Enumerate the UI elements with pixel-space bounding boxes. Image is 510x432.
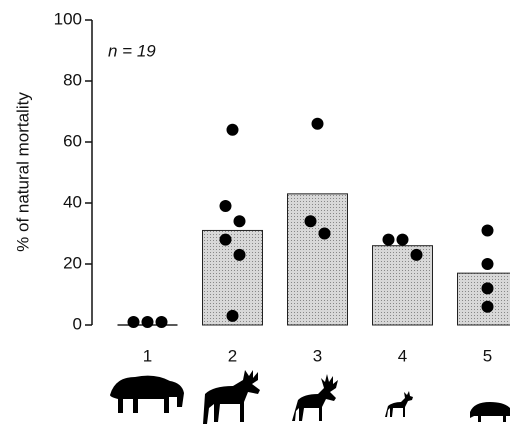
x-tick-label: 4 [398,346,407,365]
x-tick-label: 2 [228,346,237,365]
data-point [156,316,168,328]
bar [373,246,433,325]
y-tick-label: 100 [54,9,82,28]
y-tick-label: 60 [63,131,82,150]
data-point [319,228,331,240]
data-point [482,301,494,313]
data-point [220,200,232,212]
x-tick-label: 1 [143,346,152,365]
chart: % of natural mortality n = 19 0 20 40 60 80 1… [0,0,510,432]
data-point [142,316,154,328]
data-point [220,234,232,246]
annotation: n = 19 [108,41,156,60]
data-point [397,234,409,246]
data-point [305,215,317,227]
data-point [227,124,239,136]
data-point [482,282,494,294]
bar [288,194,348,325]
data-point [312,118,324,130]
data-point [383,234,395,246]
bar [458,273,510,325]
data-point [128,316,140,328]
animal-icons [110,370,510,424]
data-point [482,258,494,270]
data-point [234,215,246,227]
y-axis-label: % of natural mortality [13,92,32,252]
x-tick-label: 3 [313,346,322,365]
y-tick-label: 80 [63,70,82,89]
y-tick-label: 20 [63,253,82,272]
y-tick-label: 0 [73,314,82,333]
data-point [234,249,246,261]
x-tick-label: 5 [483,346,492,365]
data-point [227,310,239,322]
data-point [411,249,423,261]
y-tick-label: 40 [63,192,82,211]
data-point [482,224,494,236]
